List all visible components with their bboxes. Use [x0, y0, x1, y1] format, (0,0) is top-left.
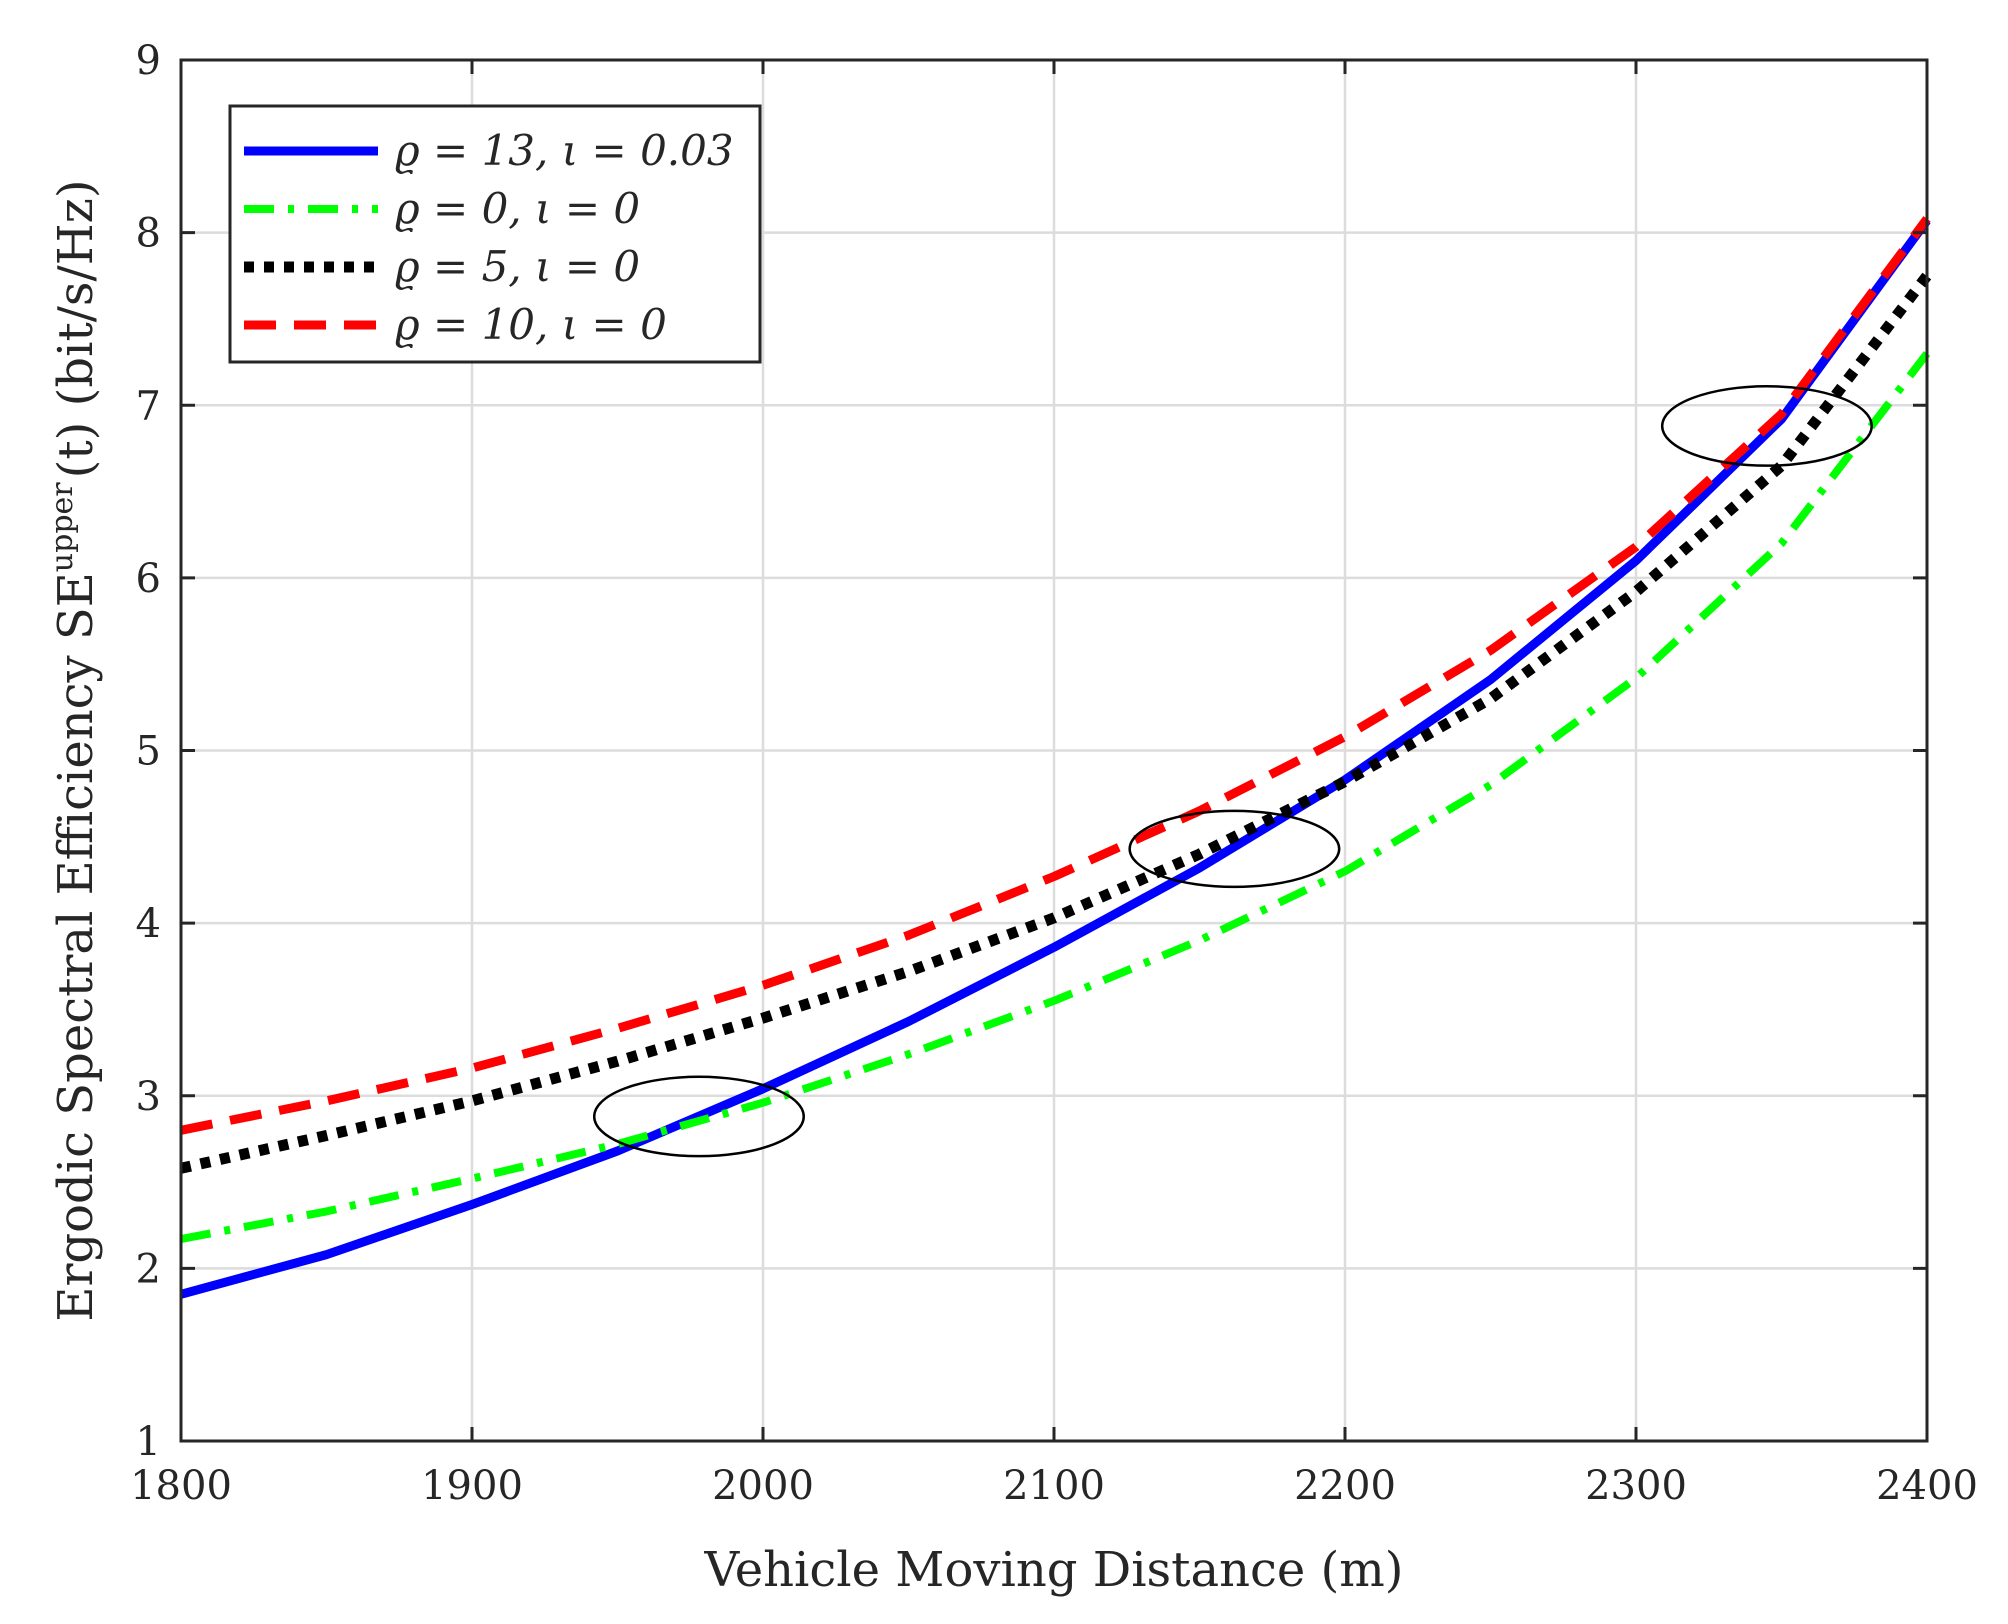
- x-tick-label: 1800: [130, 1463, 232, 1509]
- series-line-3: [179, 272, 1932, 1174]
- y-tick-label: 6: [136, 556, 161, 602]
- annotation-ellipse-2: [1128, 809, 1341, 889]
- y-tick-label: 5: [136, 729, 161, 775]
- y-axis-title-suffix: (t) (bit/s/Hz): [48, 179, 104, 478]
- x-tick-label: 1900: [421, 1463, 523, 1509]
- y-tick-label: 1: [136, 1419, 161, 1465]
- y-axis-title: Ergodic Spectral Efficiency SEupper (t) (…: [45, 179, 104, 1321]
- annotation-ellipse-3: [1660, 385, 1873, 467]
- x-tick-label: 2000: [712, 1463, 814, 1509]
- x-tick-label: 2400: [1876, 1463, 1978, 1509]
- series-line-4: [180, 216, 1931, 1135]
- legend-label-2: ϱ = 0, ι = 0: [395, 184, 640, 233]
- y-tick-label: 7: [136, 383, 161, 429]
- y-tick-label: 9: [136, 38, 161, 84]
- series-line-2: [180, 351, 1931, 1243]
- legend-label-3: ϱ = 5, ι = 0: [395, 242, 640, 291]
- x-tick-label: 2300: [1585, 1463, 1687, 1509]
- annotation-ellipse-1: [592, 1075, 805, 1158]
- y-axis-title-main: Ergodic Spectral Efficiency SE: [48, 572, 104, 1321]
- legend-label-1: ϱ = 13, ι = 0.03: [395, 126, 734, 175]
- legend-label-4: ϱ = 10, ι = 0: [395, 300, 667, 349]
- y-tick-label: 8: [136, 211, 161, 257]
- y-tick-label: 4: [136, 901, 161, 947]
- y-tick-label: 2: [136, 1246, 161, 1292]
- series-line-1: [179, 217, 1931, 1299]
- x-axis-title: Vehicle Moving Distance (m): [703, 1542, 1403, 1598]
- x-tick-label: 2200: [1294, 1463, 1396, 1509]
- x-tick-label: 2100: [1003, 1463, 1105, 1509]
- y-axis-title-superscript: upper: [45, 482, 80, 572]
- y-tick-label: 3: [136, 1074, 161, 1120]
